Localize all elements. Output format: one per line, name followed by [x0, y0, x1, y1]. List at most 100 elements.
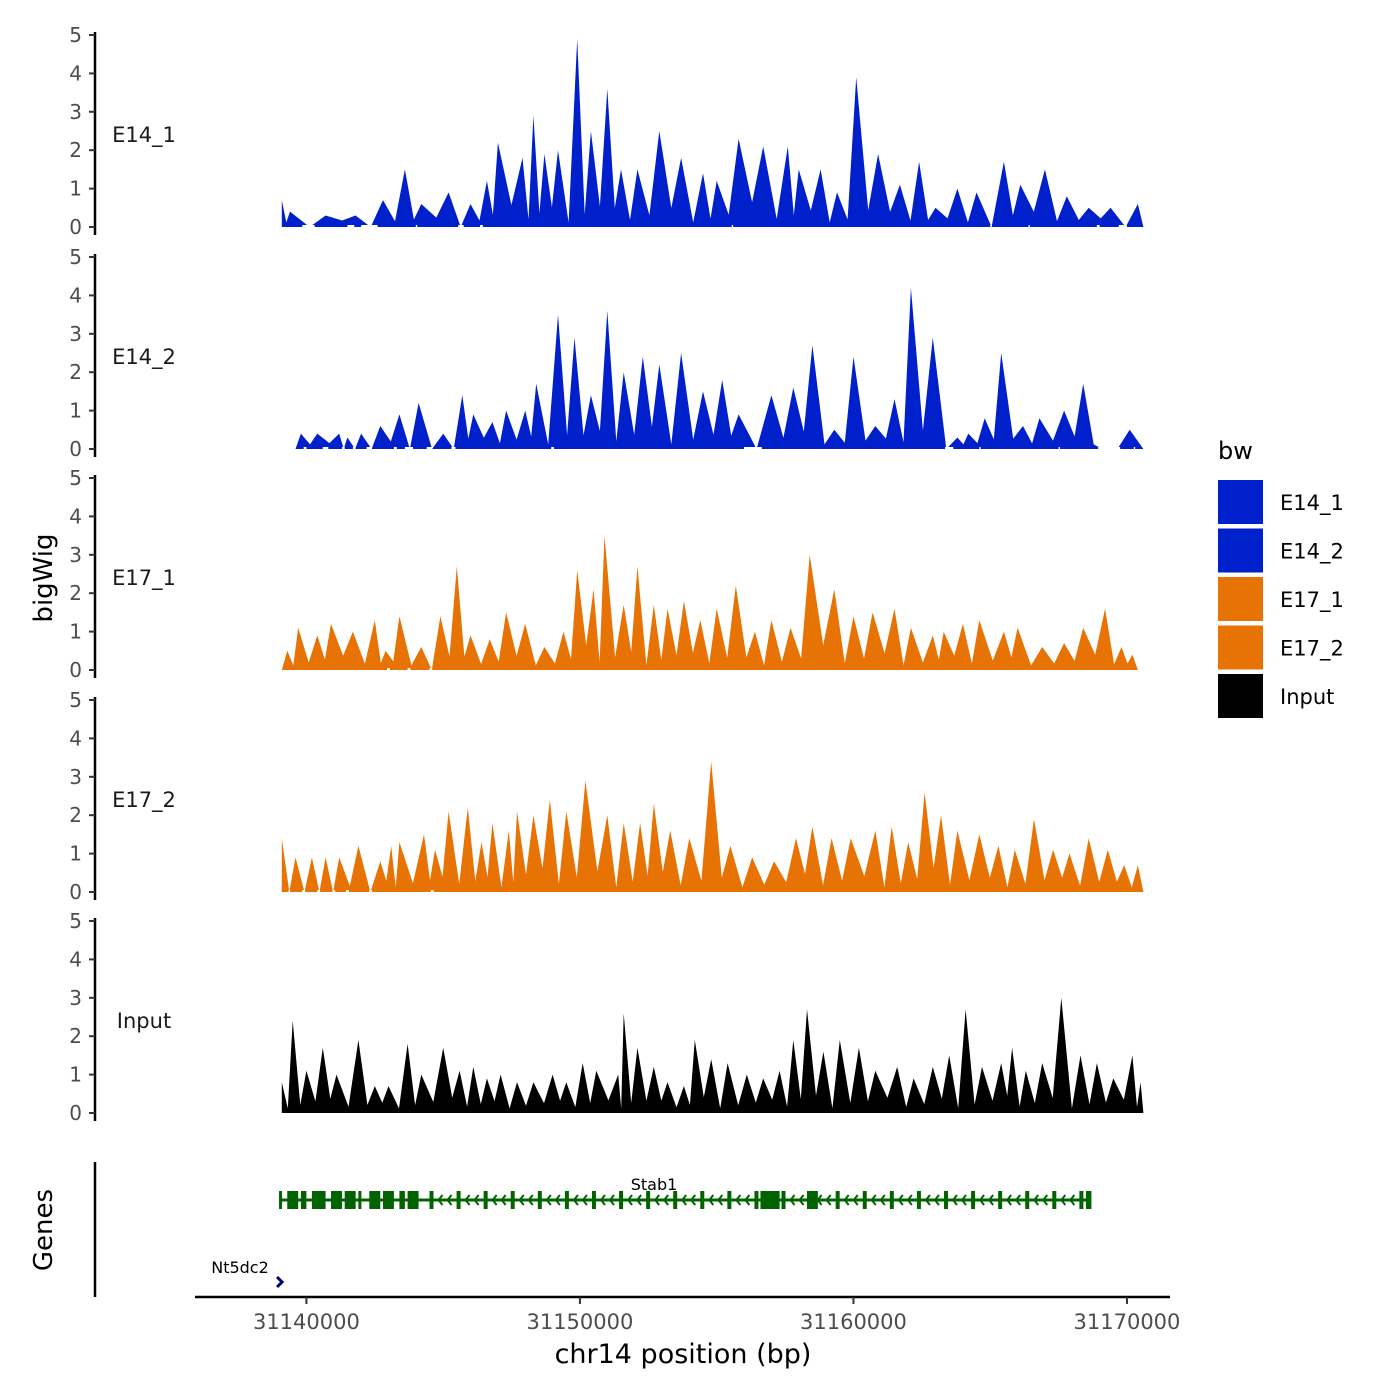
gene-name-label: Nt5dc2: [211, 1258, 269, 1277]
x-tick-label: 31150000: [526, 1310, 633, 1334]
coverage-gap: [303, 447, 307, 450]
legend-swatch: [1218, 674, 1263, 718]
track-input: 0 1 2 3 4 5 Input: [69, 909, 1144, 1125]
coverage-gap: [361, 225, 378, 228]
coverage-gap: [407, 668, 411, 671]
gene-strand-arrow: [689, 1194, 697, 1206]
legend-item-label: Input: [1280, 685, 1334, 709]
x-tick-label: 31160000: [800, 1310, 907, 1334]
coverage-gap: [945, 447, 954, 450]
y-tick-label: 5: [69, 245, 82, 269]
gene-exon: [344, 1191, 356, 1209]
gene-exon: [971, 1191, 976, 1209]
gene-exon: [1079, 1191, 1084, 1209]
track-label: E14_1: [112, 123, 176, 148]
gene-strand-arrow: [798, 1194, 805, 1206]
gene-exon: [358, 1191, 362, 1209]
x-axis-title: chr14 position (bp): [555, 1339, 812, 1370]
gene-exon: [537, 1191, 542, 1209]
gene-strand-arrow: [933, 1194, 940, 1206]
gene-exon: [287, 1191, 299, 1209]
gene-exon: [916, 1191, 921, 1209]
coverage-gap: [1118, 225, 1127, 228]
coverage-gap: [387, 668, 390, 671]
gene-exon: [311, 1191, 326, 1209]
gene-strand-arrow: [464, 1194, 471, 1206]
gene-exon: [1025, 1191, 1030, 1209]
coverage-gap: [451, 447, 456, 450]
y-tick-label: 5: [69, 466, 82, 490]
gene-strand-arrow: [825, 1194, 832, 1206]
legend-item-label: E17_2: [1280, 637, 1344, 662]
gene-exon: [399, 1191, 405, 1209]
coverage-gap: [317, 890, 321, 893]
coverage-gap: [458, 225, 464, 228]
coverage-area-e17-1: [281, 535, 1138, 670]
y-tick-label: 3: [69, 986, 82, 1010]
gene-strand-arrow: [717, 1194, 724, 1206]
gene-exon: [483, 1191, 488, 1209]
track-label: Input: [117, 1009, 171, 1033]
gene-exon: [369, 1191, 381, 1209]
gene-exon: [619, 1191, 624, 1209]
coverage-area-e14-1: [281, 38, 1144, 227]
track-label: E17_2: [112, 788, 176, 813]
y-tick-label: 1: [69, 399, 82, 423]
gene-strand-arrow: [527, 1194, 534, 1206]
gene-exon: [279, 1191, 283, 1209]
gene-strand-arrow: [1032, 1194, 1040, 1206]
gene-exon: [700, 1191, 705, 1209]
y-tick-label: 1: [69, 1063, 82, 1087]
y-tick-label: 5: [69, 688, 82, 712]
coverage-gap: [731, 225, 734, 228]
gene-strand-arrow: [500, 1194, 507, 1206]
coverage-gap: [404, 447, 414, 450]
coverage-gap: [346, 890, 349, 893]
coverage-gap: [429, 668, 433, 671]
coverage-gap: [1133, 447, 1136, 450]
gene-strand-arrow: [1014, 1194, 1021, 1206]
gene-strand-arrow: [473, 1194, 480, 1206]
y-tick-label: 4: [69, 283, 82, 307]
gene-strand-arrow: [924, 1194, 931, 1206]
gene-strand-arrow: [626, 1194, 633, 1206]
gene-exon: [382, 1191, 394, 1209]
y-axis-label: bigWig: [29, 533, 59, 622]
gene-strand-arrow: [762, 1194, 769, 1206]
gene-exon: [429, 1191, 434, 1209]
gene-exon: [564, 1191, 569, 1209]
gene-exon: [998, 1191, 1003, 1209]
coverage-gap: [1096, 225, 1100, 228]
coverage-gap: [302, 225, 315, 228]
track-e17-1: 0 1 2 3 4 5 E17_1: [69, 466, 1138, 682]
y-tick-label: 1: [69, 620, 82, 644]
gene-strand-arrow: [599, 1194, 606, 1206]
coverage-gap: [1114, 447, 1121, 450]
gene-strand-arrow: [852, 1194, 859, 1206]
gene-strand-arrow: [906, 1194, 913, 1206]
gene-strand-arrow: [735, 1194, 742, 1206]
gene-strand-arrow: [879, 1194, 886, 1206]
coverage-gap: [744, 447, 762, 450]
gene-strand-arrow: [978, 1194, 985, 1206]
coverage-gap: [480, 225, 483, 228]
y-tick-label: 0: [69, 437, 82, 461]
legend-swatch: [1218, 577, 1263, 621]
y-tick-label: 3: [69, 543, 82, 567]
gene-strand-arrow: [1005, 1194, 1012, 1206]
legend-item-label: E14_1: [1280, 491, 1344, 516]
legend-swatch: [1218, 625, 1263, 670]
y-tick-label: 3: [69, 322, 82, 346]
y-tick-label: 2: [69, 1024, 82, 1048]
gene-strand-arrow: [816, 1194, 823, 1206]
coverage-area-e14-2: [295, 287, 1144, 449]
coverage-gap: [322, 447, 329, 450]
legend-item-label: E17_1: [1280, 588, 1344, 613]
gene-strand-arrow: [554, 1194, 561, 1206]
y-tick-label: 4: [69, 726, 82, 750]
coverage-area-input: [281, 997, 1144, 1113]
legend: bw E14_1 E14_2 E17_1 E17_2 Input: [1218, 437, 1344, 718]
gene-strand-arrow: [771, 1194, 778, 1206]
gene-strand-arrow: [843, 1194, 850, 1206]
